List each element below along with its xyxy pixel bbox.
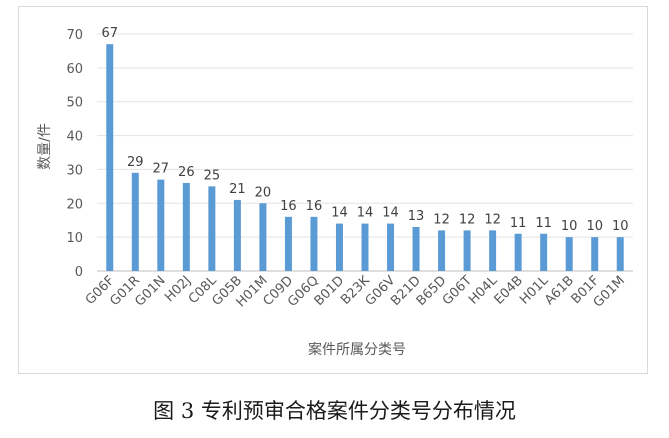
chart-frame: 0 10 20 30 40 50 60 70 67 29 27 26 25 21 20 16 16 14 14 14… <box>18 6 648 374</box>
data-label: 10 <box>612 219 629 234</box>
x-tick-label: B01D <box>312 273 348 309</box>
data-label: 11 <box>535 216 552 231</box>
data-label: 16 <box>306 199 323 214</box>
y-tick-label: 60 <box>66 62 83 77</box>
data-label: 25 <box>204 168 221 183</box>
bar-b21d <box>412 226 420 271</box>
y-axis-title: 数量/件 <box>37 123 53 170</box>
y-tick-label: 30 <box>66 163 83 178</box>
x-tick-label: E04B <box>492 273 526 307</box>
bar-g01n <box>157 179 165 271</box>
y-axis-ticks: 0 10 20 30 40 50 60 70 <box>66 28 83 280</box>
bar-g01r <box>131 172 139 271</box>
y-tick-label: 40 <box>66 130 83 145</box>
data-label: 67 <box>101 26 118 41</box>
bar-b65d <box>438 230 446 271</box>
x-axis-title: 案件所属分类号 <box>308 341 406 358</box>
data-label: 12 <box>459 212 476 227</box>
bar-c09d <box>284 216 292 271</box>
x-tick-label: G06T <box>440 273 475 308</box>
bar-g05b <box>233 199 241 271</box>
data-label: 29 <box>127 155 144 170</box>
bar-g01m <box>616 237 624 271</box>
data-label: 26 <box>178 165 195 180</box>
figure-caption: 图 3 专利预审合格案件分类号分布情况 <box>153 399 516 423</box>
data-label: 13 <box>408 209 425 224</box>
bar-h02j <box>182 182 190 271</box>
bar-g06t <box>463 230 471 271</box>
bar-h01m <box>259 203 267 271</box>
bar-c08l <box>208 186 216 271</box>
y-tick-label: 10 <box>66 231 83 246</box>
bar-h04l <box>489 230 497 271</box>
data-label: 12 <box>484 212 501 227</box>
bar-b23k <box>361 223 369 271</box>
data-label: 14 <box>357 206 374 221</box>
data-label: 14 <box>382 206 399 221</box>
x-axis-ticks: G06FG01RG01NH02JC08LG05BH01MC09DG06QB01D… <box>83 273 628 311</box>
y-tick-label: 50 <box>66 96 83 111</box>
bar-e04b <box>514 233 522 271</box>
x-tick-label: B65D <box>414 273 450 309</box>
bar-g06v <box>387 223 395 271</box>
bar-chart: 0 10 20 30 40 50 60 70 67 29 27 26 25 21 20 16 16 14 14 14… <box>37 26 633 358</box>
x-tick-label: A61B <box>542 273 577 308</box>
bar-g06q <box>310 216 318 271</box>
data-labels: 67 29 27 26 25 21 20 16 16 14 14 14 13 12 12 12 11 11 10 10… <box>101 26 628 234</box>
data-label: 11 <box>510 216 527 231</box>
y-tick-label: 70 <box>66 28 83 43</box>
data-label: 14 <box>331 206 348 221</box>
bar-g06f <box>106 44 114 272</box>
data-label: 10 <box>561 219 578 234</box>
data-label: 21 <box>229 182 246 197</box>
bar-b01d <box>335 223 343 271</box>
data-label: 20 <box>255 185 272 200</box>
data-label: 27 <box>153 162 170 177</box>
data-label: 10 <box>586 219 603 234</box>
y-tick-label: 0 <box>75 265 83 280</box>
y-tick-label: 20 <box>66 197 83 212</box>
data-label: 12 <box>433 212 450 227</box>
bars <box>106 44 624 272</box>
bar-a61b <box>565 237 573 271</box>
bar-b01f <box>591 237 599 271</box>
data-label: 16 <box>280 199 297 214</box>
bar-h01l <box>540 233 548 271</box>
